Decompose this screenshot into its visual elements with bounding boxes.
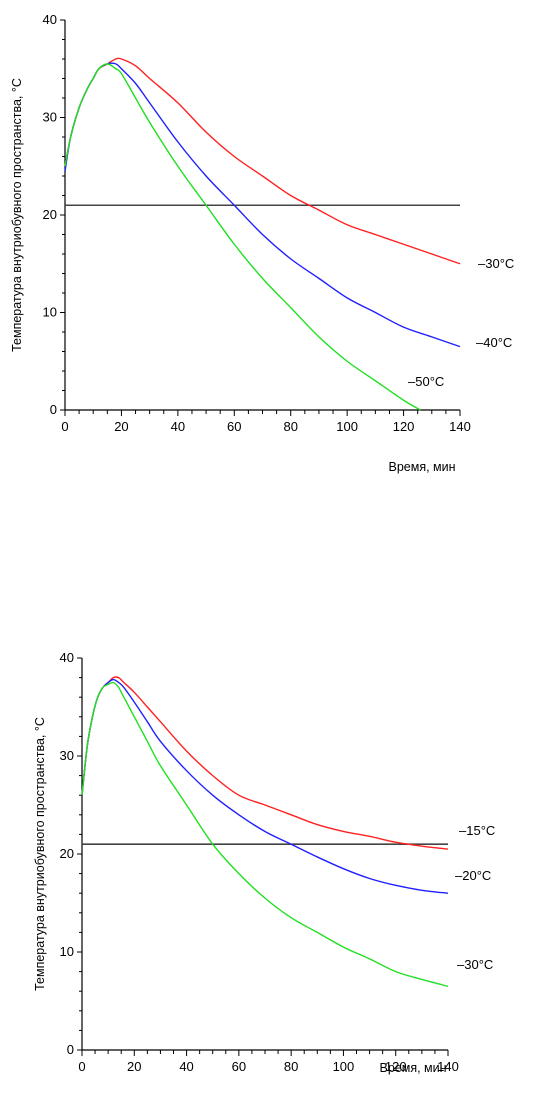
series-label-2: –50°С bbox=[408, 374, 444, 389]
x-tick-label: 20 bbox=[114, 419, 128, 434]
y-tick-label: 0 bbox=[67, 1042, 74, 1057]
series-label-0: –15°С bbox=[459, 823, 495, 838]
x-tick-label: 0 bbox=[61, 419, 68, 434]
series-line-2 bbox=[81, 681, 449, 987]
y-tick-label: 10 bbox=[43, 305, 57, 320]
y-tick-label: 30 bbox=[43, 110, 57, 125]
y-axis-title: Температура внутриобувного пространства,… bbox=[33, 717, 47, 991]
x-tick-label: 60 bbox=[227, 419, 241, 434]
x-tick-label: 80 bbox=[284, 1059, 298, 1074]
x-tick-label: 20 bbox=[127, 1059, 141, 1074]
series-line-0 bbox=[81, 676, 449, 850]
x-axis-title: Время, мин bbox=[388, 460, 455, 474]
x-tick-label: 40 bbox=[171, 419, 185, 434]
series-label-1: –20°С bbox=[455, 868, 491, 883]
series-line-1 bbox=[81, 678, 449, 894]
series-label-2: –30°С bbox=[457, 957, 493, 972]
series-label-0: –30°С bbox=[478, 256, 514, 271]
x-tick-label: 80 bbox=[283, 419, 297, 434]
x-tick-label: 40 bbox=[179, 1059, 193, 1074]
y-tick-label: 40 bbox=[60, 650, 74, 665]
x-tick-label: 60 bbox=[232, 1059, 246, 1074]
y-tick-label: 30 bbox=[60, 748, 74, 763]
y-tick-label: 20 bbox=[60, 846, 74, 861]
chart-top: 0 10 20 30 40 0 20 40 60 80 100 120 140 Температура в… bbox=[10, 12, 514, 474]
y-axis-title: Температура внутриобувного пространства,… bbox=[10, 78, 24, 352]
y-tick-label: 20 bbox=[43, 207, 57, 222]
x-tick-label: 140 bbox=[437, 1059, 459, 1074]
x-axis-title: Время, мин bbox=[379, 1061, 446, 1075]
series-line-2 bbox=[64, 63, 421, 411]
x-tick-label: 100 bbox=[336, 419, 358, 434]
x-tick-label: 140 bbox=[449, 419, 471, 434]
y-tick-label: 10 bbox=[60, 944, 74, 959]
x-tick-label: 120 bbox=[385, 1059, 407, 1074]
x-tick-label: 120 bbox=[393, 419, 415, 434]
y-tick-label: 0 bbox=[50, 402, 57, 417]
x-tick-label: 100 bbox=[333, 1059, 355, 1074]
y-tick-label: 40 bbox=[43, 12, 57, 27]
series-label-1: –40°С bbox=[476, 335, 512, 350]
x-tick-label: 0 bbox=[78, 1059, 85, 1074]
